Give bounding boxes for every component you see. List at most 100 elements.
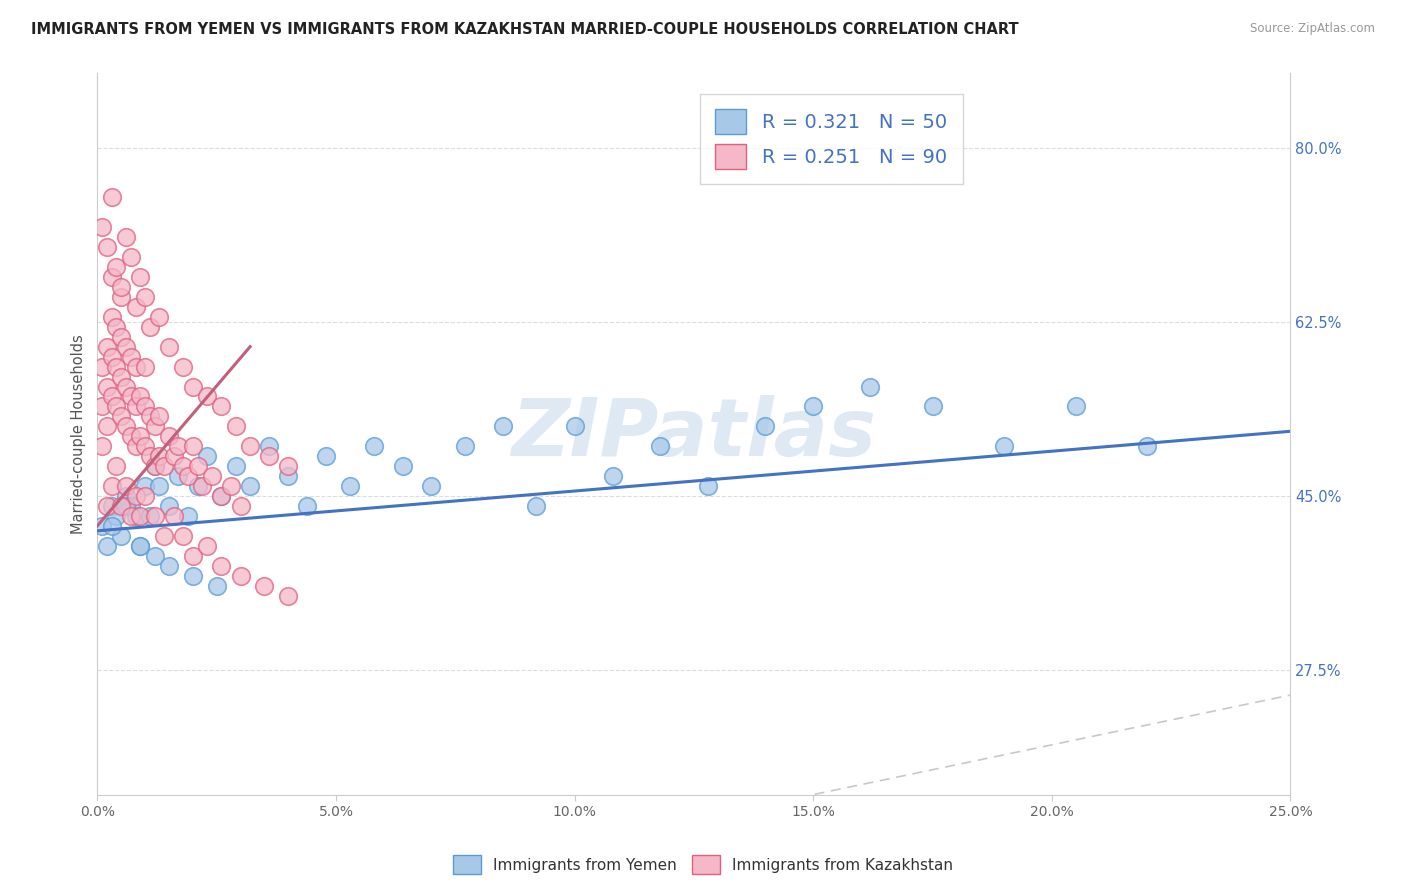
Point bbox=[100, 519, 122, 533]
Point bbox=[115, 479, 138, 493]
Point bbox=[100, 190, 122, 204]
Point bbox=[209, 558, 232, 573]
Point bbox=[110, 369, 132, 384]
Point bbox=[526, 499, 548, 513]
Point bbox=[257, 449, 280, 463]
Point bbox=[157, 429, 180, 443]
Point bbox=[225, 459, 247, 474]
Point bbox=[91, 519, 114, 533]
Point bbox=[124, 359, 146, 374]
Point bbox=[120, 389, 142, 403]
Point bbox=[177, 469, 200, 483]
Point bbox=[181, 568, 204, 582]
Point bbox=[134, 479, 156, 493]
Point bbox=[110, 290, 132, 304]
Point bbox=[110, 330, 132, 344]
Point bbox=[120, 499, 142, 513]
Point bbox=[91, 400, 114, 414]
Point bbox=[124, 439, 146, 453]
Point bbox=[129, 270, 152, 285]
Point bbox=[120, 350, 142, 364]
Point bbox=[143, 549, 166, 563]
Point bbox=[564, 419, 586, 434]
Point bbox=[391, 459, 413, 474]
Point bbox=[229, 568, 252, 582]
Point bbox=[650, 439, 672, 453]
Point bbox=[148, 449, 170, 463]
Point bbox=[420, 479, 443, 493]
Point bbox=[124, 300, 146, 314]
Point bbox=[105, 260, 128, 274]
Point bbox=[134, 290, 156, 304]
Point bbox=[172, 529, 194, 543]
Point bbox=[105, 319, 128, 334]
Point bbox=[153, 459, 176, 474]
Point bbox=[201, 469, 224, 483]
Point bbox=[124, 400, 146, 414]
Point bbox=[257, 439, 280, 453]
Point bbox=[110, 280, 132, 294]
Point bbox=[100, 499, 122, 513]
Point bbox=[105, 459, 128, 474]
Point bbox=[124, 489, 146, 503]
Point bbox=[157, 499, 180, 513]
Point bbox=[143, 419, 166, 434]
Point bbox=[167, 439, 190, 453]
Legend: Immigrants from Yemen, Immigrants from Kazakhstan: Immigrants from Yemen, Immigrants from K… bbox=[447, 849, 959, 880]
Point bbox=[181, 549, 204, 563]
Point bbox=[91, 439, 114, 453]
Point bbox=[492, 419, 515, 434]
Point bbox=[143, 459, 166, 474]
Point bbox=[229, 499, 252, 513]
Point bbox=[129, 539, 152, 553]
Point bbox=[191, 479, 214, 493]
Point bbox=[143, 508, 166, 523]
Point bbox=[96, 379, 118, 393]
Point bbox=[96, 340, 118, 354]
Point bbox=[148, 310, 170, 324]
Point bbox=[120, 508, 142, 523]
Point bbox=[91, 220, 114, 235]
Point bbox=[181, 379, 204, 393]
Y-axis label: Married-couple Households: Married-couple Households bbox=[72, 334, 86, 533]
Point bbox=[177, 508, 200, 523]
Point bbox=[1064, 400, 1087, 414]
Point bbox=[110, 529, 132, 543]
Point bbox=[139, 508, 162, 523]
Point bbox=[187, 479, 209, 493]
Point bbox=[209, 489, 232, 503]
Point bbox=[993, 439, 1015, 453]
Point bbox=[96, 539, 118, 553]
Point bbox=[163, 449, 186, 463]
Point bbox=[115, 379, 138, 393]
Point bbox=[105, 359, 128, 374]
Text: Source: ZipAtlas.com: Source: ZipAtlas.com bbox=[1250, 22, 1375, 36]
Point bbox=[96, 240, 118, 254]
Point bbox=[110, 409, 132, 424]
Point bbox=[195, 539, 218, 553]
Point bbox=[105, 508, 128, 523]
Point bbox=[219, 479, 242, 493]
Point bbox=[115, 489, 138, 503]
Point bbox=[1136, 439, 1159, 453]
Point bbox=[454, 439, 477, 453]
Point bbox=[801, 400, 824, 414]
Point bbox=[115, 419, 138, 434]
Point bbox=[363, 439, 385, 453]
Point bbox=[209, 400, 232, 414]
Point bbox=[129, 508, 152, 523]
Point bbox=[253, 578, 276, 592]
Point bbox=[100, 479, 122, 493]
Point bbox=[277, 469, 299, 483]
Point bbox=[239, 439, 262, 453]
Point bbox=[277, 589, 299, 603]
Point bbox=[129, 539, 152, 553]
Point bbox=[153, 529, 176, 543]
Point bbox=[91, 359, 114, 374]
Point bbox=[129, 389, 152, 403]
Point bbox=[129, 429, 152, 443]
Legend: R = 0.321   N = 50, R = 0.251   N = 90: R = 0.321 N = 50, R = 0.251 N = 90 bbox=[700, 94, 963, 185]
Point bbox=[148, 479, 170, 493]
Point bbox=[115, 340, 138, 354]
Point bbox=[100, 310, 122, 324]
